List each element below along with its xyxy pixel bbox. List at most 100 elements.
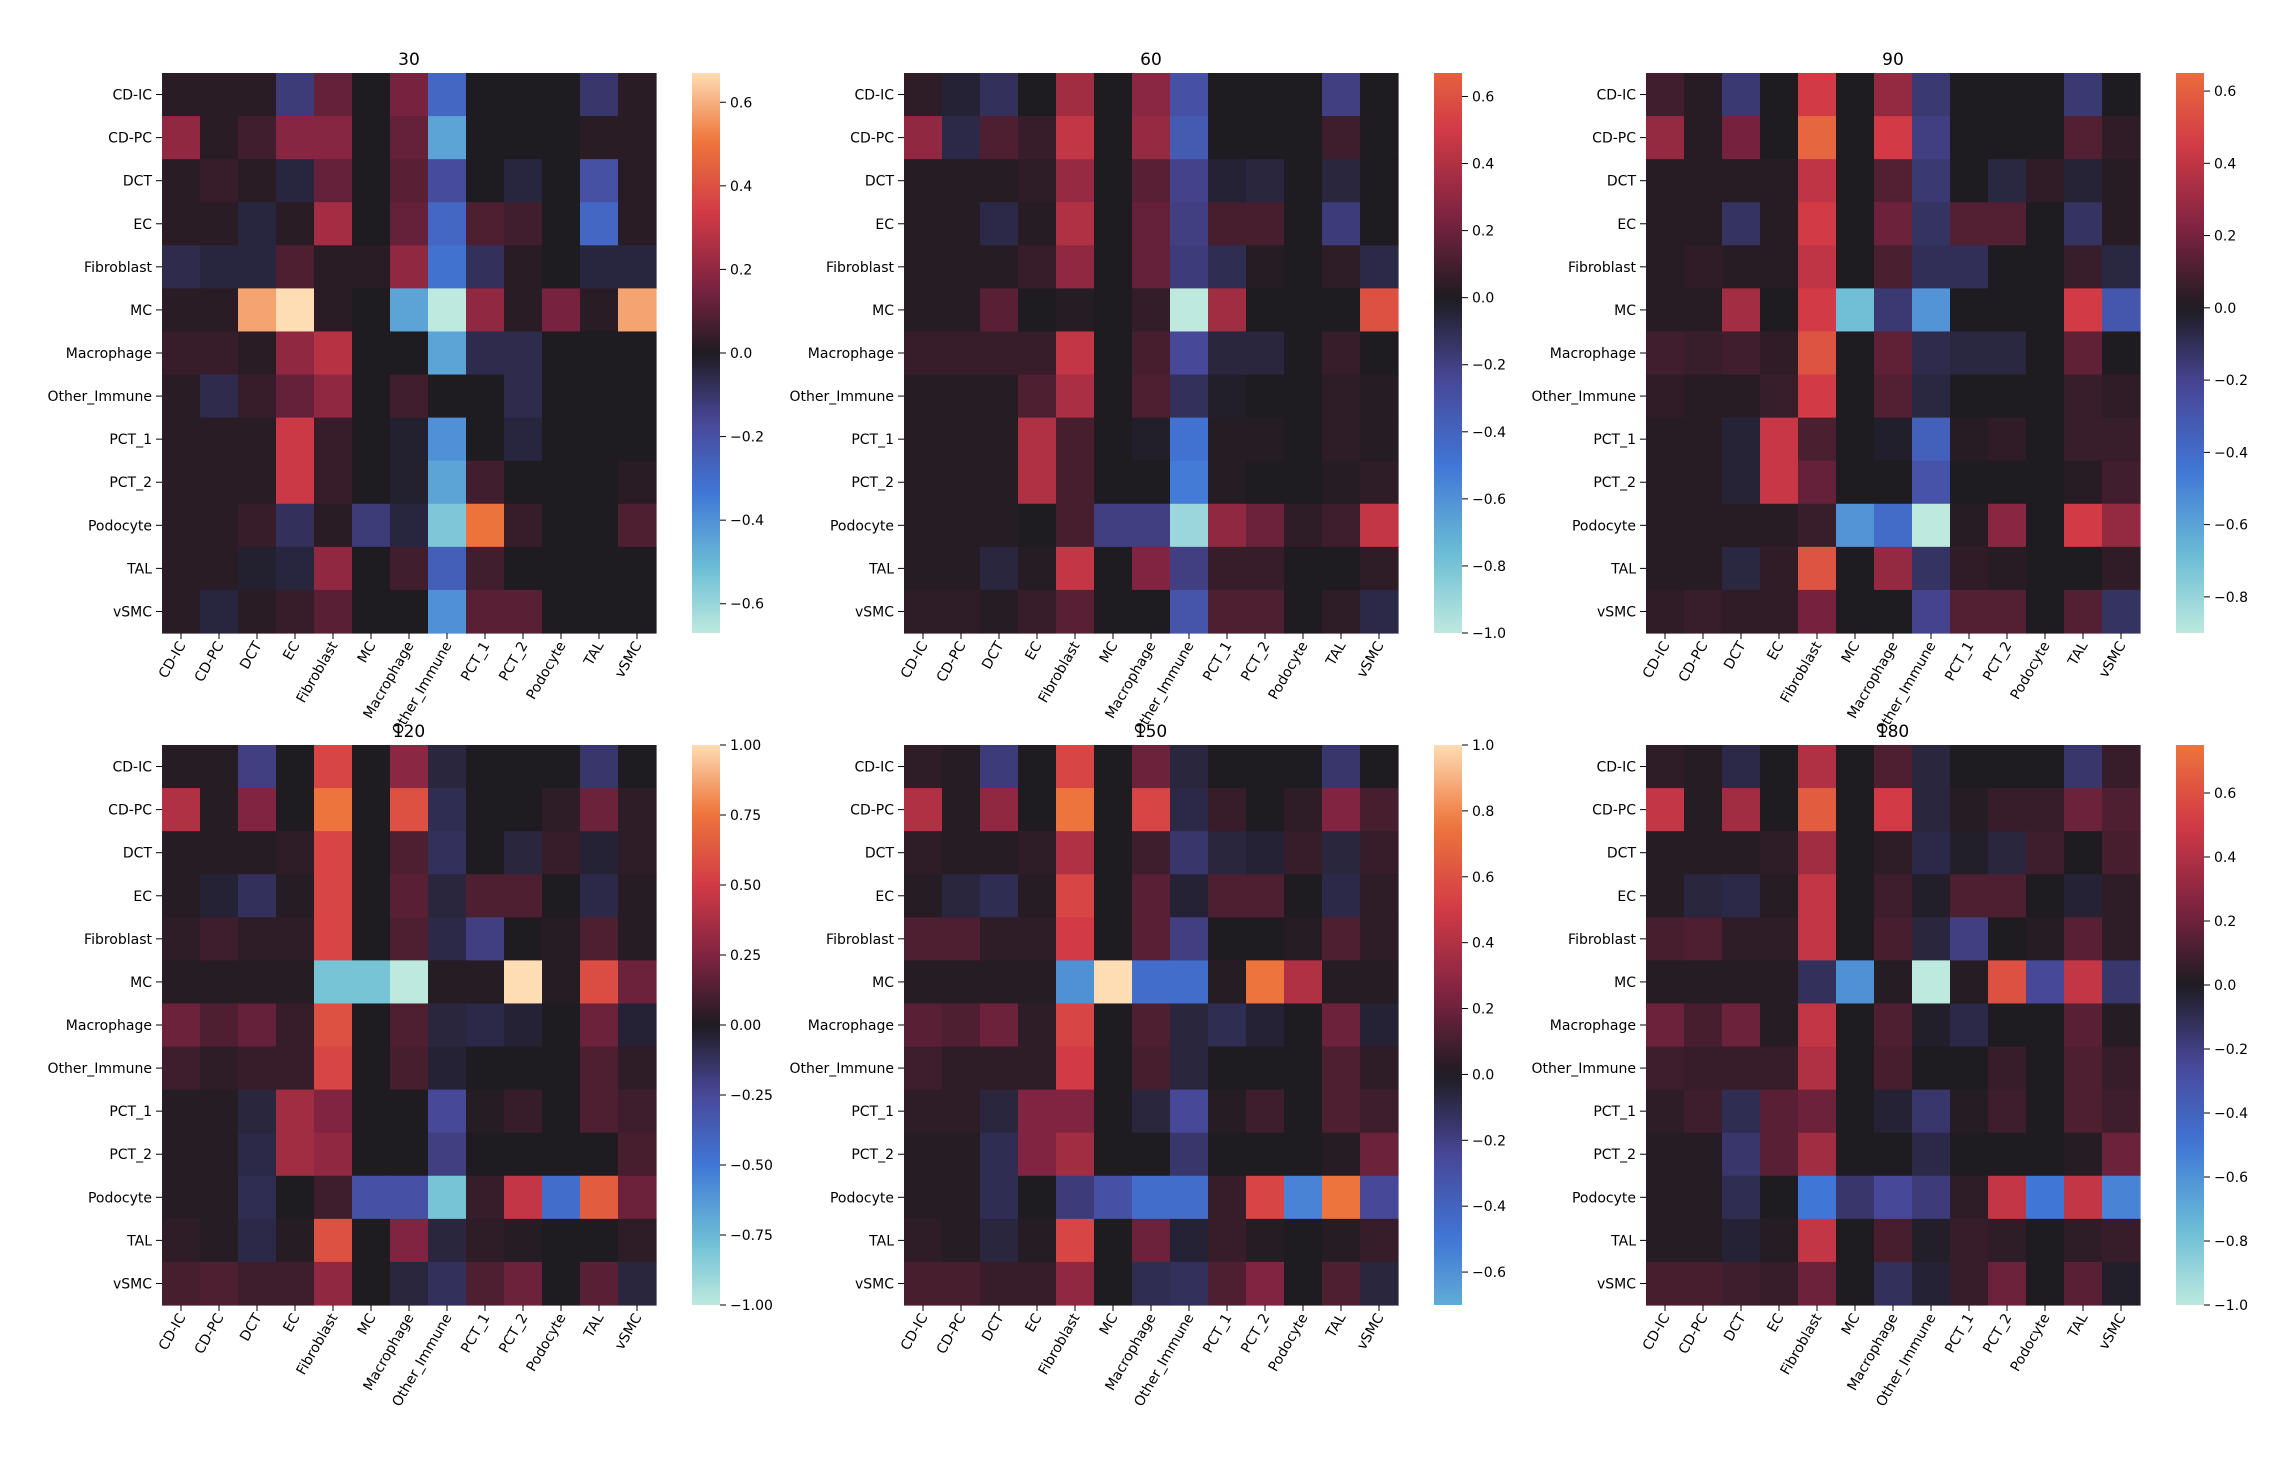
heatmap-cell	[238, 831, 277, 875]
heatmap-cell	[466, 788, 505, 832]
heatmap-cell	[162, 589, 201, 634]
heatmap-cell	[942, 1089, 981, 1134]
colorbar	[2176, 73, 2204, 633]
x-tick-label: TAL	[581, 639, 608, 670]
heatmap-cell	[1094, 417, 1133, 462]
heatmap-cell	[1094, 374, 1133, 419]
heatmap-cell	[2064, 589, 2103, 634]
x-tick-label: MC	[355, 639, 380, 666]
heatmap-cell	[1950, 546, 1989, 591]
heatmap-cell	[618, 417, 657, 462]
heatmap-cell	[200, 1261, 239, 1306]
heatmap-cell	[1646, 116, 1685, 160]
heatmap-cell	[942, 460, 981, 505]
heatmap-cell	[1798, 245, 1837, 289]
heatmap-cell	[1722, 331, 1761, 376]
heatmap-cell	[904, 1218, 943, 1263]
heatmap-cell	[2102, 245, 2141, 289]
heatmap-cell	[980, 202, 1019, 246]
heatmap-cell	[904, 1175, 943, 1220]
heatmap-cell	[904, 831, 943, 875]
heatmap-cell	[162, 202, 201, 246]
heatmap-cell	[1798, 374, 1837, 419]
heatmap-cell	[904, 546, 943, 591]
heatmap-cell	[162, 460, 201, 505]
heatmap-cell	[1094, 1003, 1133, 1048]
heatmap-cell	[1646, 745, 1685, 789]
heatmap-cell	[1684, 417, 1723, 462]
y-tick-label: EC	[875, 217, 894, 233]
heatmap-cell	[942, 331, 981, 376]
heatmap-cell	[466, 1089, 505, 1134]
heatmap-cell	[200, 159, 239, 203]
heatmap-cell	[1360, 546, 1399, 591]
heatmap-cell	[1246, 202, 1285, 246]
colorbar-tick-label: 0.2	[2214, 229, 2236, 245]
heatmap-cell	[618, 788, 657, 832]
heatmap-cell	[1874, 831, 1913, 875]
heatmap-cell	[1760, 503, 1799, 548]
heatmap-cell	[1246, 788, 1285, 832]
heatmap-cell	[1284, 788, 1323, 832]
heatmap-cell	[1912, 788, 1951, 832]
heatmap-cell	[1760, 745, 1799, 789]
heatmap-cell	[1056, 202, 1095, 246]
heatmap-cell	[162, 1003, 201, 1048]
heatmap-cell	[1798, 1175, 1837, 1220]
heatmap-cell	[1836, 831, 1875, 875]
heatmap-cell	[390, 1175, 429, 1220]
x-tick-label: PCT_2	[1980, 639, 2015, 684]
heatmap-cell	[942, 202, 981, 246]
heatmap-cell	[390, 288, 429, 333]
heatmap-cell	[1684, 788, 1723, 832]
heatmap-cell	[1722, 589, 1761, 634]
heatmap-cell	[618, 1046, 657, 1091]
x-tick-label: TAL	[1323, 1311, 1350, 1342]
heatmap-cell	[980, 1046, 1019, 1091]
heatmap-cell	[2064, 73, 2103, 117]
heatmap-cell	[1322, 1261, 1361, 1306]
heatmap-cell	[1170, 245, 1209, 289]
heatmap-cell	[276, 1003, 315, 1048]
heatmap-cell	[1874, 116, 1913, 160]
heatmap-cell	[2064, 202, 2103, 246]
heatmap-cell	[1760, 1003, 1799, 1048]
x-tick-label: vSMC	[2096, 639, 2129, 681]
heatmap-cell	[352, 73, 391, 117]
heatmap-cell	[2102, 874, 2141, 918]
heatmap-cell	[1684, 1046, 1723, 1091]
heatmap-cell	[238, 874, 277, 918]
heatmap-cell	[1988, 745, 2027, 789]
heatmap-cell	[200, 503, 239, 548]
heatmap-cell	[1360, 1046, 1399, 1091]
heatmap-cell	[1722, 159, 1761, 203]
heatmap-cell	[162, 1218, 201, 1263]
heatmap-cell	[2026, 1218, 2065, 1263]
heatmap-cell	[2102, 546, 2141, 591]
heatmap-cell	[314, 1089, 353, 1134]
y-tick-label: MC	[872, 303, 894, 319]
heatmap-cell	[1988, 831, 2027, 875]
heatmap-cell	[428, 1003, 467, 1048]
heatmap-cell	[504, 745, 543, 789]
heatmap-cell	[1722, 503, 1761, 548]
heatmap-cell	[1360, 374, 1399, 419]
heatmap-cell	[352, 917, 391, 961]
x-tick-label: CD-IC	[156, 639, 190, 681]
y-tick-label: vSMC	[855, 1276, 894, 1292]
y-tick-label: DCT	[865, 846, 895, 862]
heatmap-cell	[1912, 73, 1951, 117]
heatmap-cell	[466, 73, 505, 117]
heatmap-cell	[2064, 331, 2103, 376]
heatmap-cell	[942, 960, 981, 1005]
heatmap-cell	[580, 1132, 619, 1177]
heatmap-cell	[1798, 288, 1837, 333]
heatmap-cell	[1836, 73, 1875, 117]
heatmap-cell	[2102, 788, 2141, 832]
heatmap-cell	[1208, 1003, 1247, 1048]
heatmap-cell	[238, 1046, 277, 1091]
heatmap-cell	[1988, 503, 2027, 548]
y-tick-label: CD-IC	[854, 760, 894, 776]
heatmap-cell	[352, 460, 391, 505]
colorbar-tick-label: 0.2	[1472, 1002, 1494, 1018]
